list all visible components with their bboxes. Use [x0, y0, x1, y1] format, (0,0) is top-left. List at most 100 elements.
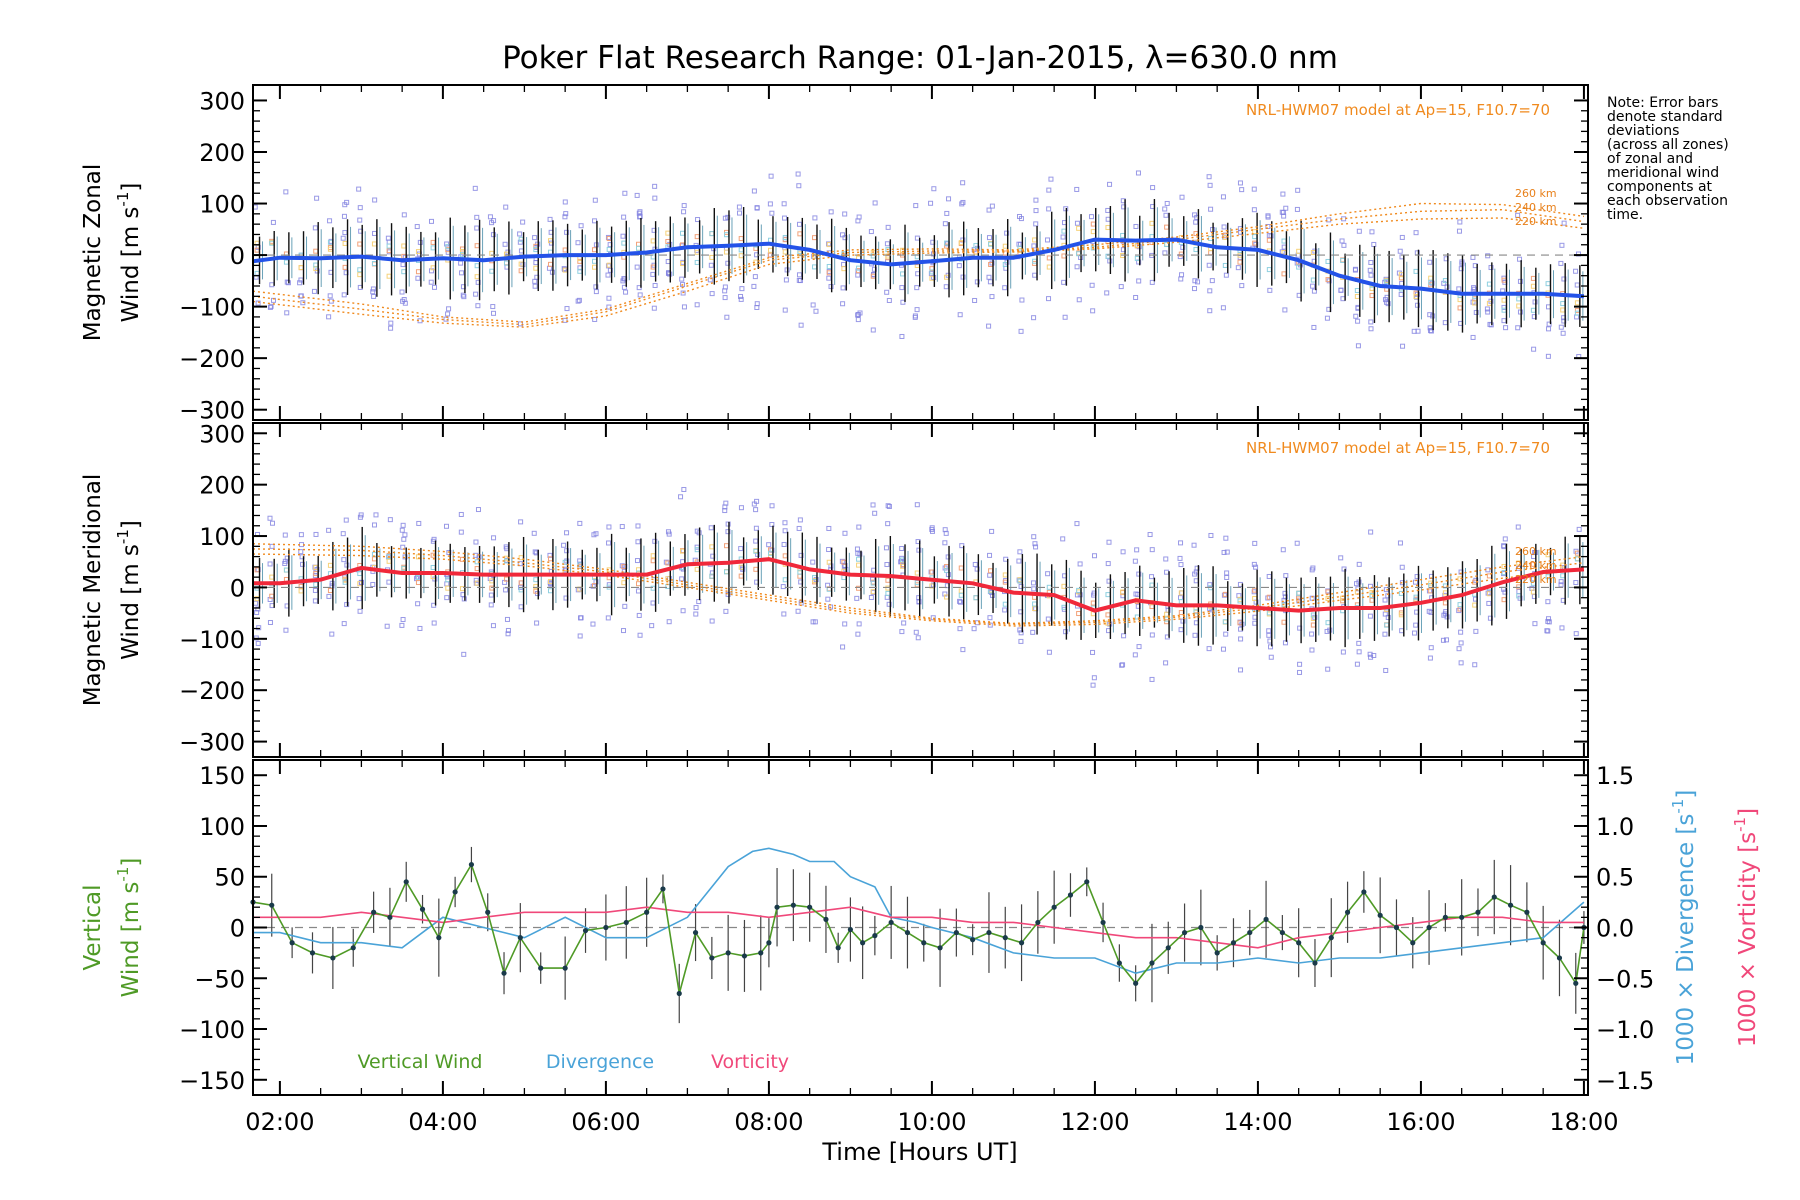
sample-marker: [1032, 237, 1038, 243]
sample-marker: [1118, 284, 1124, 290]
sample-marker: [828, 209, 834, 215]
legend-entry: Vertical Wind: [358, 1051, 483, 1073]
sample-marker: [1105, 216, 1111, 222]
sample-marker: [371, 556, 377, 562]
sample-marker: [768, 173, 774, 179]
sample-marker: [619, 524, 625, 530]
sample-marker: [709, 254, 715, 260]
sample-marker: [299, 542, 305, 548]
sample-marker: [256, 625, 262, 631]
sample-marker: [1545, 353, 1551, 359]
vertical-wind-point: [1214, 950, 1220, 956]
series-line: [252, 237, 1585, 299]
sample-marker: [812, 235, 818, 241]
y-tick-label: 300: [199, 87, 245, 115]
vertical-wind-point: [709, 955, 715, 961]
sample-marker: [709, 231, 715, 237]
sample-marker: [1077, 561, 1083, 567]
y-tick-label: −200: [179, 677, 245, 705]
sample-marker: [298, 588, 304, 594]
sample-marker: [1558, 324, 1564, 330]
sample-marker: [826, 263, 832, 269]
sample-marker: [768, 247, 774, 253]
sample-marker: [854, 546, 860, 552]
sample-marker: [839, 232, 845, 238]
sample-marker: [607, 267, 613, 273]
sample-marker: [960, 199, 966, 205]
sample-marker: [605, 234, 611, 240]
sample-marker: [547, 216, 553, 222]
sample-marker: [1532, 621, 1538, 627]
sample-marker: [781, 611, 787, 617]
sample-marker: [680, 608, 686, 614]
plot-frame: [252, 422, 1589, 758]
altitude-label: 220 km: [1515, 573, 1557, 586]
sample-marker: [868, 229, 874, 235]
sample-marker: [1473, 309, 1479, 315]
sample-marker: [1149, 574, 1155, 580]
sample-marker: [370, 286, 376, 292]
sample-marker: [973, 595, 979, 601]
sample-marker: [1368, 259, 1374, 265]
sample-marker: [1019, 297, 1025, 303]
sample-marker: [855, 312, 861, 318]
sample-marker: [1178, 562, 1184, 568]
sample-marker: [575, 298, 581, 304]
sample-marker: [768, 237, 774, 243]
sample-marker: [341, 292, 347, 298]
sample-marker: [402, 532, 408, 538]
sample-marker: [637, 214, 643, 220]
sample-marker: [489, 585, 495, 591]
sample-marker: [414, 224, 420, 230]
sample-marker: [474, 243, 480, 249]
sample-marker: [1220, 646, 1226, 652]
sample-marker: [651, 305, 657, 311]
sample-marker: [268, 303, 274, 309]
sample-marker: [914, 307, 920, 313]
sample-marker: [826, 547, 832, 553]
sample-marker: [1560, 301, 1566, 307]
sample-marker: [503, 587, 509, 593]
sample-marker: [342, 230, 348, 236]
sample-marker: [899, 285, 905, 291]
vertical-wind-point: [1524, 909, 1530, 915]
sample-marker: [1207, 308, 1213, 314]
sample-marker: [343, 517, 349, 523]
sample-marker: [826, 241, 832, 247]
vertical-wind-point: [872, 933, 878, 939]
vertical-wind-point: [1393, 924, 1400, 931]
vertical-wind-point: [676, 990, 682, 997]
sample-marker: [1045, 571, 1051, 577]
sample-marker: [1136, 571, 1142, 577]
sample-marker: [986, 207, 992, 213]
sample-marker: [1252, 620, 1258, 626]
sample-marker: [960, 180, 966, 186]
sample-marker: [635, 523, 641, 529]
sample-marker: [1235, 265, 1241, 271]
sample-marker: [782, 307, 788, 313]
vertical-wind-point: [1002, 935, 1008, 941]
sample-marker: [1544, 628, 1550, 634]
sample-marker: [1355, 318, 1361, 324]
sample-marker: [652, 538, 658, 544]
sample-marker: [1135, 170, 1141, 176]
sample-marker: [1149, 582, 1155, 588]
vertical-wind-point: [953, 929, 959, 936]
sample-marker: [562, 199, 568, 205]
sample-marker: [1253, 241, 1259, 247]
sample-marker: [1573, 631, 1579, 637]
sample-marker: [474, 225, 480, 231]
sample-marker: [356, 186, 362, 192]
sample-marker: [1558, 260, 1564, 266]
sample-marker: [401, 212, 407, 218]
sample-marker: [943, 284, 949, 290]
x-tick-label: 06:00: [571, 1108, 640, 1136]
sample-marker: [798, 552, 804, 558]
sample-marker: [283, 627, 289, 633]
sample-marker: [1179, 194, 1185, 200]
sample-marker: [1224, 574, 1230, 580]
sample-marker: [1383, 667, 1389, 673]
sample-marker: [972, 297, 978, 303]
sample-marker: [1382, 631, 1388, 637]
vertical-wind-point: [1540, 940, 1546, 946]
